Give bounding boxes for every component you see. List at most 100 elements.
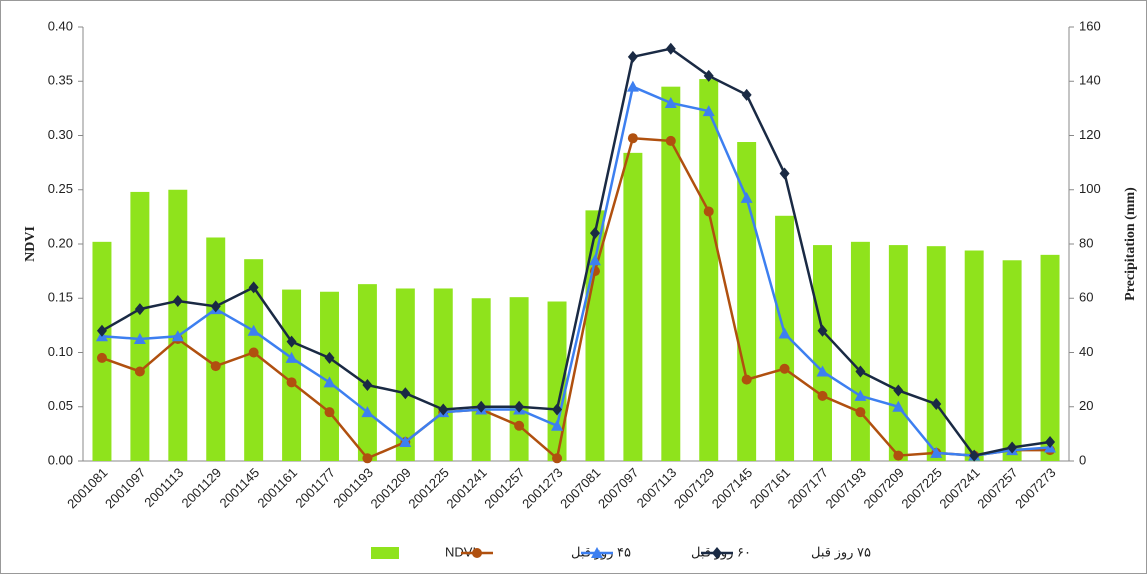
marker	[210, 361, 221, 372]
marker	[552, 453, 563, 464]
marker	[551, 419, 564, 431]
marker	[854, 389, 867, 401]
x-tick-label: 2001081	[64, 465, 110, 511]
y2-tick-label: 40	[1079, 344, 1093, 359]
marker	[817, 324, 828, 337]
x-tick-label: 2007161	[747, 465, 793, 511]
y-tick-label: 0.30	[48, 127, 73, 142]
y-tick-label: 0.35	[48, 73, 73, 88]
marker	[779, 363, 790, 374]
bar	[623, 152, 643, 462]
marker	[472, 548, 482, 558]
marker	[552, 403, 563, 416]
line	[101, 136, 1051, 461]
marker	[134, 303, 145, 316]
marker	[96, 324, 107, 337]
bar	[357, 284, 377, 461]
marker	[96, 352, 107, 363]
y2-tick-label: 140	[1079, 73, 1101, 88]
y-tick-label: 0.00	[48, 452, 73, 467]
x-tick-label: 2001177	[292, 465, 338, 511]
x-tick-label: 2007257	[974, 465, 1020, 511]
bar	[585, 210, 605, 461]
y-tick-label: 0.10	[48, 344, 73, 359]
marker	[855, 407, 866, 418]
marker	[324, 407, 335, 418]
marker	[817, 390, 828, 401]
y-tick-label: 0.15	[48, 290, 73, 305]
bar	[282, 289, 302, 461]
marker	[247, 324, 260, 336]
x-tick-label: 2001273	[519, 465, 565, 511]
marker	[892, 400, 905, 412]
marker	[740, 191, 753, 203]
x-tick-label: 2007097	[595, 465, 641, 511]
marker	[476, 400, 487, 413]
bar	[661, 86, 681, 462]
line	[101, 84, 1051, 457]
y2-tick-label: 160	[1079, 18, 1101, 33]
bar	[92, 241, 112, 461]
x-tick-label: 2001097	[102, 465, 148, 511]
x-tick-label: 2001193	[330, 465, 376, 511]
x-tick-label: 2001161	[254, 465, 300, 511]
bar	[1002, 260, 1022, 461]
y2-tick-label: 20	[1079, 398, 1093, 413]
bar	[206, 237, 226, 461]
bar	[130, 191, 150, 462]
marker	[893, 384, 904, 397]
marker	[703, 206, 714, 217]
y-axis-label: NDVI	[23, 226, 38, 262]
marker	[248, 347, 259, 358]
marker	[969, 449, 980, 462]
marker	[627, 133, 638, 144]
marker	[361, 406, 374, 418]
y-tick-label: 0.20	[48, 235, 73, 250]
marker	[591, 547, 603, 558]
bar	[850, 241, 870, 461]
y-tick-label: 0.05	[48, 398, 73, 413]
marker	[893, 450, 904, 461]
bar	[813, 245, 832, 461]
marker	[712, 547, 722, 559]
marker	[210, 300, 221, 313]
marker	[400, 387, 411, 400]
bar	[471, 298, 491, 461]
marker	[172, 294, 183, 307]
bar	[395, 288, 415, 461]
marker	[171, 330, 184, 342]
bar	[1040, 254, 1060, 461]
marker	[514, 420, 525, 431]
y-tick-label: 0.25	[48, 181, 73, 196]
x-tick-label: 2001129	[179, 465, 225, 511]
marker	[741, 374, 752, 385]
x-tick-label: 2007193	[823, 465, 869, 511]
marker	[816, 365, 829, 377]
legend-swatch	[371, 547, 399, 559]
x-tick-label: 2007225	[898, 465, 944, 511]
marker	[286, 377, 297, 388]
x-tick-label: 2007241	[936, 465, 982, 511]
x-tick-label: 2007145	[709, 465, 755, 511]
marker	[248, 281, 259, 294]
marker	[855, 365, 866, 378]
bar	[433, 288, 453, 461]
y2-tick-label: 0	[1079, 452, 1086, 467]
bar	[509, 297, 529, 461]
y2-tick-label: 120	[1079, 127, 1101, 142]
bar	[737, 142, 757, 461]
bar	[926, 246, 946, 461]
marker	[702, 105, 715, 117]
x-tick-label: 2007177	[785, 465, 831, 511]
line	[101, 47, 1051, 457]
marker	[514, 400, 525, 413]
marker	[664, 96, 677, 108]
marker	[627, 50, 638, 63]
marker	[362, 379, 373, 392]
marker	[362, 453, 373, 464]
bar	[888, 245, 908, 461]
y2-tick-label: 100	[1079, 181, 1101, 196]
marker	[399, 436, 412, 448]
marker	[703, 69, 714, 82]
